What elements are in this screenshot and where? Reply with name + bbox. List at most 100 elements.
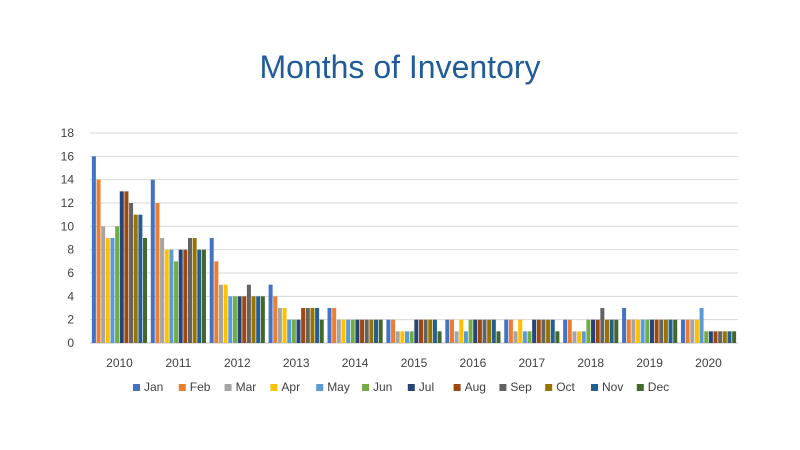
bar-jul-2010 <box>119 191 124 343</box>
bar-apr-2010 <box>105 238 110 343</box>
bar-apr-2019 <box>636 319 641 343</box>
x-tick-label: 2017 <box>518 356 545 370</box>
bar-jun-2018 <box>586 319 591 343</box>
legend-swatch-jul <box>407 384 415 391</box>
bar-nov-2013 <box>315 308 320 343</box>
bar-nov-2018 <box>609 319 614 343</box>
bar-aug-2011 <box>183 249 188 343</box>
y-tick-label: 6 <box>67 266 74 280</box>
bar-aug-2015 <box>418 319 423 343</box>
bar-jan-2013 <box>268 284 273 343</box>
bar-nov-2015 <box>432 319 437 343</box>
bar-jan-2020 <box>680 319 685 343</box>
legend-swatch-jun <box>362 384 369 391</box>
x-tick-label: 2019 <box>636 356 663 370</box>
bar-may-2013 <box>287 319 292 343</box>
legend-label-sep: Sep <box>510 380 532 394</box>
bar-jun-2015 <box>409 331 414 343</box>
bar-oct-2020 <box>722 331 727 343</box>
bar-nov-2012 <box>256 296 261 343</box>
bar-jun-2016 <box>468 319 473 343</box>
legend-label-mar: Mar <box>236 380 257 394</box>
bar-aug-2010 <box>124 191 129 343</box>
legend-swatch-jan <box>133 384 140 391</box>
bar-apr-2012 <box>223 284 228 343</box>
bar-may-2011 <box>169 249 174 343</box>
legend-swatch-feb <box>178 384 186 391</box>
bar-jun-2012 <box>232 296 237 343</box>
bar-aug-2017 <box>536 319 541 343</box>
bar-oct-2013 <box>310 308 315 343</box>
bar-dec-2014 <box>378 319 383 343</box>
bar-mar-2014 <box>336 319 341 343</box>
bar-jun-2017 <box>527 331 532 343</box>
plot-area <box>91 156 737 343</box>
legend-swatch-apr <box>270 384 278 391</box>
legend-label-jun: Jun <box>373 380 392 394</box>
bar-nov-2020 <box>727 331 732 343</box>
bar-sep-2015 <box>423 319 428 343</box>
legend-swatch-sep <box>499 384 507 391</box>
legend-swatch-mar <box>224 384 232 391</box>
bar-jan-2011 <box>150 179 155 343</box>
y-tick-label: 12 <box>61 196 75 210</box>
bar-jun-2020 <box>704 331 709 343</box>
legend-label-oct: Oct <box>556 380 575 394</box>
bar-jun-2011 <box>174 261 179 343</box>
bar-oct-2011 <box>192 238 197 343</box>
bar-aug-2020 <box>713 331 718 343</box>
bar-apr-2014 <box>341 319 346 343</box>
bar-sep-2019 <box>659 319 664 343</box>
y-tick-label: 4 <box>67 289 74 303</box>
bar-mar-2017 <box>513 331 518 343</box>
bar-nov-2010 <box>138 214 143 343</box>
bar-dec-2016 <box>496 331 501 343</box>
bar-jul-2018 <box>591 319 596 343</box>
bar-apr-2015 <box>400 331 405 343</box>
bar-may-2016 <box>463 331 468 343</box>
bar-jan-2017 <box>504 319 509 343</box>
bar-sep-2017 <box>541 319 546 343</box>
legend-label-jan: Jan <box>144 380 163 394</box>
bar-sep-2014 <box>364 319 369 343</box>
bar-may-2019 <box>640 319 645 343</box>
legend-label-may: May <box>327 380 350 394</box>
bar-sep-2020 <box>718 331 723 343</box>
bar-oct-2012 <box>251 296 256 343</box>
bar-feb-2013 <box>273 296 278 343</box>
y-tick-label: 2 <box>67 313 74 327</box>
bar-dec-2015 <box>437 331 442 343</box>
bar-jul-2020 <box>708 331 713 343</box>
legend-label-feb: Feb <box>190 380 211 394</box>
bar-may-2018 <box>581 331 586 343</box>
bar-mar-2010 <box>101 226 106 343</box>
legend-label-dec: Dec <box>648 380 669 394</box>
legend-swatch-nov <box>591 384 598 391</box>
x-tick-label: 2012 <box>224 356 251 370</box>
bar-dec-2011 <box>201 249 206 343</box>
bar-aug-2016 <box>477 319 482 343</box>
bar-jan-2018 <box>563 319 568 343</box>
bar-sep-2018 <box>600 308 605 343</box>
bar-feb-2015 <box>391 319 396 343</box>
legend-swatch-aug <box>453 384 461 391</box>
y-tick-label: 8 <box>67 243 74 257</box>
bar-jun-2010 <box>115 226 120 343</box>
y-axis: 0 2 4 6 8 10 12 14 16 18 <box>61 126 75 350</box>
bar-mar-2020 <box>690 319 695 343</box>
bar-dec-2013 <box>319 319 324 343</box>
bar-jan-2015 <box>386 319 391 343</box>
bar-jan-2016 <box>445 319 450 343</box>
y-tick-label: 0 <box>67 336 74 350</box>
bar-jun-2013 <box>291 319 296 343</box>
bar-feb-2020 <box>685 319 690 343</box>
bar-feb-2014 <box>332 308 337 343</box>
bar-may-2012 <box>228 296 233 343</box>
bar-nov-2019 <box>668 319 673 343</box>
bar-jan-2014 <box>327 308 332 343</box>
x-tick-label: 2018 <box>577 356 604 370</box>
legend: Jan Feb Mar Apr May Jun Jul Aug Sep Oct Nov Dec <box>133 380 669 394</box>
legend-label-jul: Jul <box>419 380 434 394</box>
y-tick-label: 18 <box>61 126 75 140</box>
